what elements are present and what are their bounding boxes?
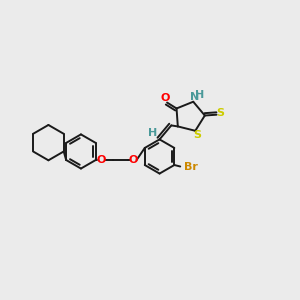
Text: Br: Br	[184, 162, 198, 172]
Text: N: N	[190, 92, 199, 102]
Text: O: O	[128, 155, 138, 165]
Text: H: H	[194, 90, 204, 100]
Text: O: O	[161, 93, 170, 103]
Text: S: S	[194, 130, 202, 140]
Text: H: H	[148, 128, 158, 138]
Text: S: S	[216, 108, 224, 118]
Text: O: O	[96, 155, 106, 165]
